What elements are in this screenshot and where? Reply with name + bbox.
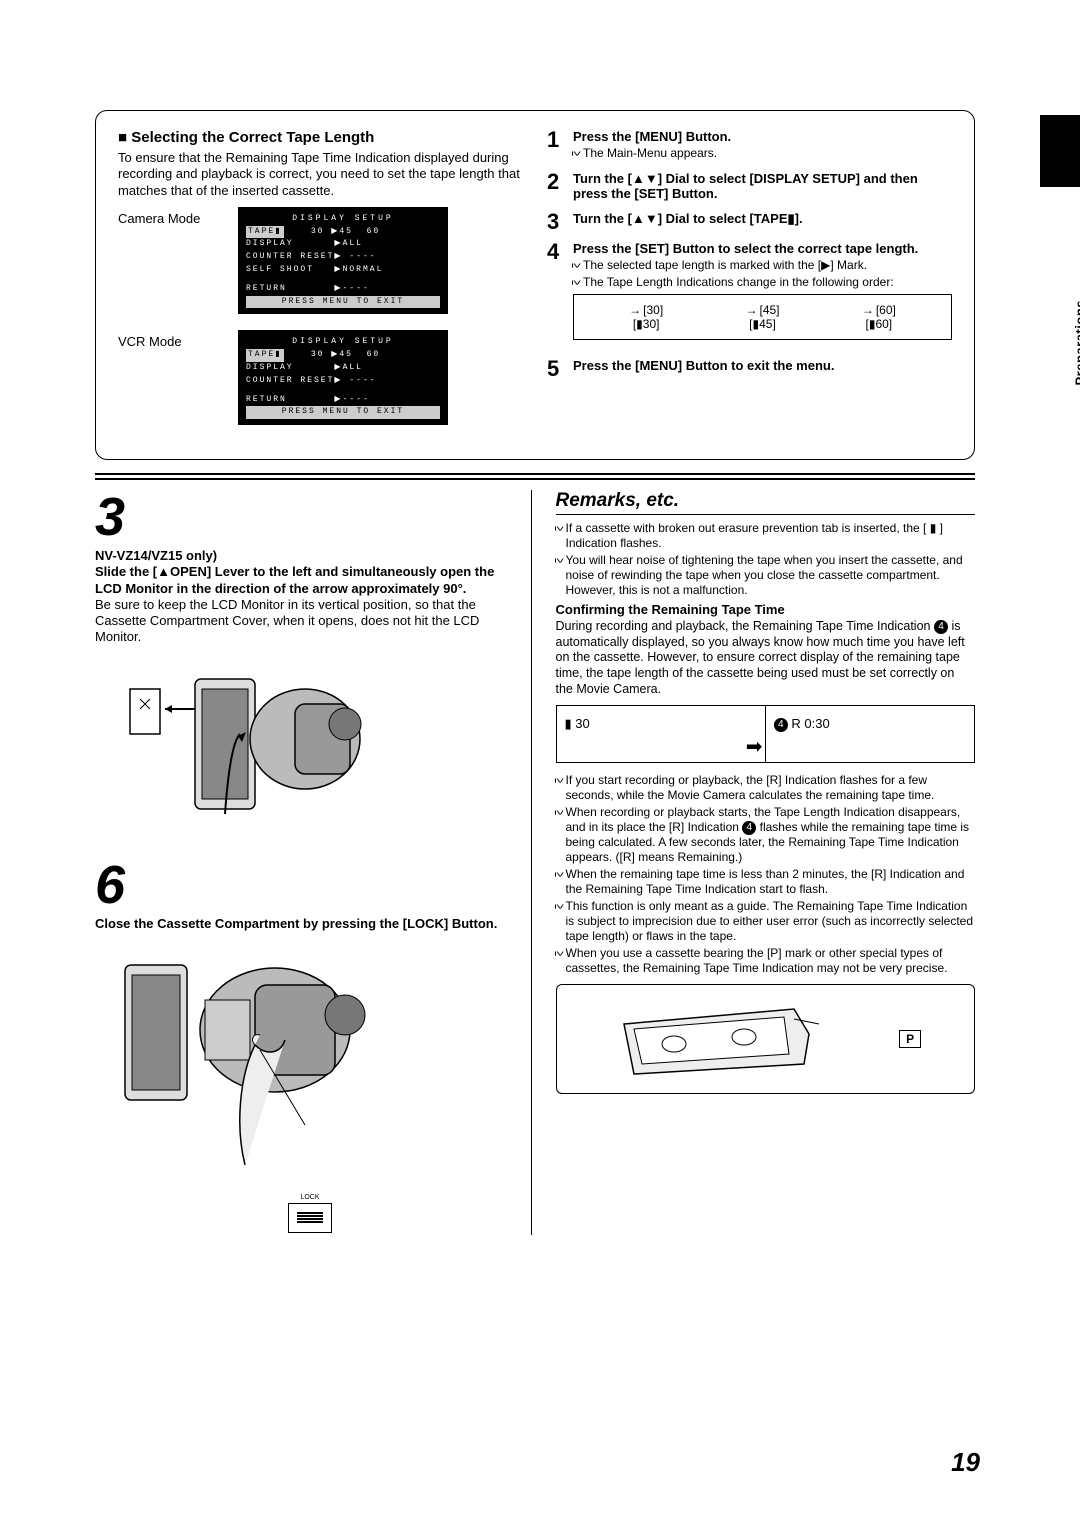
confirm-para: During recording and playback, the Remai… — [556, 619, 976, 697]
osd-row: ---- — [349, 376, 376, 385]
osd-row: COUNTER RESET▶ — [246, 376, 343, 385]
step-note: The selected tape length is marked with … — [573, 258, 952, 273]
num4-icon: 4 — [934, 620, 948, 634]
step-text: Turn the [▲▼] Dial to select [DISPLAY SE… — [573, 171, 952, 201]
tape-val: [30] — [643, 303, 663, 317]
section-title: Selecting the Correct Tape Length — [118, 129, 523, 146]
vcr-mode-label: VCR Mode — [118, 330, 228, 349]
num4-icon: 4 — [742, 821, 756, 835]
osd-row: ▶NORMAL — [334, 265, 383, 274]
page-content: Selecting the Correct Tape Length To ens… — [95, 110, 975, 1235]
cassette-illustration — [609, 999, 829, 1079]
osd-camera: DISPLAY SETUP TAPE▮ 30 ▶45 60 DISPLAY ▶A… — [238, 207, 448, 315]
osd-row: RETURN — [246, 395, 287, 404]
osd-row: DISPLAY — [246, 239, 294, 248]
step-number: 2 — [547, 171, 565, 193]
tape-length-frame: Selecting the Correct Tape Length To ens… — [95, 110, 975, 460]
tape-val: [45] — [759, 303, 779, 317]
step-number: 1 — [547, 129, 565, 151]
osd-row: RETURN — [246, 284, 287, 293]
ind-right-text: R 0:30 — [791, 716, 829, 731]
step-note: The Tape Length Indications change in th… — [573, 275, 952, 290]
step-number: 5 — [547, 358, 565, 380]
cassette-box: P — [556, 984, 976, 1094]
tape-val: [▮45] — [749, 317, 776, 331]
page-number: 19 — [951, 1447, 980, 1478]
left-column: 3 NV-VZ14/VZ15 only) Slide the [▲OPEN] L… — [95, 490, 532, 1235]
osd-row: ▶ALL — [334, 363, 363, 372]
model-note: NV-VZ14/VZ15 only) — [95, 548, 217, 563]
big-step-3: 3 — [95, 490, 515, 544]
camera-illustration-2 — [105, 940, 395, 1180]
osd-row: 30 ▶45 60 — [311, 227, 380, 236]
tape-val: [▮30] — [633, 317, 660, 331]
remark-bullet: When recording or playback starts, the T… — [556, 805, 976, 865]
step-text: Turn the [▲▼] Dial to select [TAPE▮]. — [573, 211, 952, 227]
lock-label: LOCK — [300, 1194, 319, 1201]
remark-bullet: If a cassette with broken out erasure pr… — [556, 521, 976, 551]
osd-footer: PRESS MENU TO EXIT — [246, 406, 440, 419]
section-marker — [1040, 115, 1080, 187]
osd-row: ---- — [349, 252, 376, 261]
remark-bullet: You will hear noise of tightening the ta… — [556, 553, 976, 598]
osd-row: TAPE▮ — [246, 349, 284, 362]
remark-bullet: If you start recording or playback, the … — [556, 773, 976, 803]
arrow-icon: ➡ — [746, 734, 763, 759]
camera-mode-label: Camera Mode — [118, 207, 228, 226]
instr3-text: Be sure to keep the LCD Monitor in its v… — [95, 597, 479, 645]
remarks-heading: Remarks, etc. — [556, 490, 976, 515]
steps-list: 1 Press the [MENU] Button. The Main-Menu… — [547, 129, 952, 380]
osd-footer: PRESS MENU TO EXIT — [246, 296, 440, 309]
ind-left-cell: ▮ 30 — [557, 706, 765, 762]
intro-text: To ensure that the Remaining Tape Time I… — [118, 150, 523, 199]
osd-row: SELF SHOOT — [246, 265, 314, 274]
camera-illustration-1 — [105, 654, 395, 844]
osd-row: 30 ▶45 60 — [311, 350, 380, 359]
section-divider — [95, 470, 975, 484]
step-text: Press the [SET] Button to select the cor… — [573, 241, 952, 256]
osd-row: ▶---- — [334, 395, 369, 404]
osd-vcr: DISPLAY SETUP TAPE▮ 30 ▶45 60 DISPLAY ▶A… — [238, 330, 448, 425]
step-note: The Main-Menu appears. — [573, 146, 952, 161]
osd-header: DISPLAY SETUP — [246, 213, 440, 226]
tape-order-box: →[30][▮30] →[45][▮45] →[60][▮60] — [573, 294, 952, 340]
side-section-label: Preparations — [1072, 300, 1080, 385]
tape-val: [60] — [876, 303, 896, 317]
right-column: Remarks, etc. If a cassette with broken … — [552, 490, 976, 1235]
ind-right-cell: ➡ 4 R 0:30 — [765, 706, 974, 762]
step-text: Press the [MENU] Button. — [573, 129, 952, 144]
step-text: Press the [MENU] Button to exit the menu… — [573, 358, 952, 373]
osd-header: DISPLAY SETUP — [246, 336, 440, 349]
step-number: 4 — [547, 241, 565, 263]
osd-row: TAPE▮ — [246, 226, 284, 239]
osd-row: COUNTER RESET▶ — [246, 252, 343, 261]
num4-icon: 4 — [774, 718, 788, 732]
remark-bullet: When you use a cassette bearing the [P] … — [556, 946, 976, 976]
remark-bullet: When the remaining tape time is less tha… — [556, 867, 976, 897]
instr6-bold: Close the Cassette Compartment by pressi… — [95, 916, 497, 931]
confirm-heading: Confirming the Remaining Tape Time — [556, 602, 976, 617]
step-number: 3 — [547, 211, 565, 233]
indication-box: ▮ 30 ➡ 4 R 0:30 — [556, 705, 976, 763]
p-mark: P — [899, 1030, 921, 1048]
bottom-columns: 3 NV-VZ14/VZ15 only) Slide the [▲OPEN] L… — [95, 490, 975, 1235]
instr3-bold: Slide the [▲OPEN] Lever to the left and … — [95, 564, 494, 595]
osd-row: ▶---- — [334, 284, 369, 293]
big-step-6: 6 — [95, 858, 515, 912]
lock-diagram: LOCK — [275, 1194, 345, 1233]
osd-row: ▶ALL — [334, 239, 363, 248]
tape-val: [▮60] — [866, 317, 893, 331]
remark-bullet: This function is only meant as a guide. … — [556, 899, 976, 944]
osd-row: DISPLAY — [246, 363, 294, 372]
